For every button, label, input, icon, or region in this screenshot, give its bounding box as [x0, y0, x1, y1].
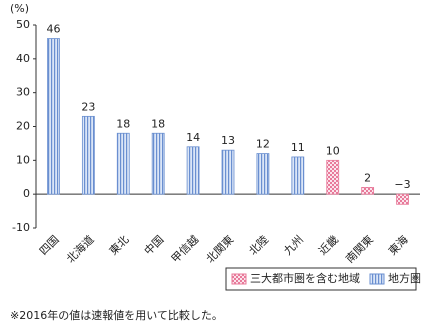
x-tick-label: 東海 [385, 232, 410, 257]
legend-swatch [231, 273, 247, 285]
y-axis-label: (%) [10, 2, 29, 15]
x-tick-label: 九州 [281, 233, 306, 258]
bar [326, 159, 340, 195]
bar [151, 132, 165, 195]
x-tick-label: 甲信越 [168, 232, 201, 265]
y-tick-label: 10 [16, 153, 30, 166]
legend-box [225, 267, 417, 291]
x-tick-label: 近畿 [316, 232, 341, 257]
bar [256, 153, 270, 195]
x-tick-label: 北関東 [204, 233, 237, 266]
bar [221, 149, 235, 195]
bar [396, 193, 409, 205]
x-tick-label: 四国 [37, 233, 62, 258]
x-tick-label: 中国 [142, 233, 167, 258]
bar [81, 115, 95, 195]
value-label: 18 [151, 117, 165, 130]
value-label: 2 [364, 171, 371, 184]
y-tick-label: 30 [16, 86, 30, 99]
x-tick-label: 東北 [107, 233, 132, 258]
y-tick-label: 50 [16, 18, 30, 31]
value-label: −3 [394, 178, 410, 191]
legend-label: 地方圏 [388, 271, 421, 285]
x-tick-label: 南関東 [343, 233, 376, 266]
legend-swatch [369, 273, 385, 285]
footnote: ※2016年の値は速報値を用いて比較した。 [10, 308, 223, 322]
bar [116, 132, 130, 195]
value-label: 14 [186, 131, 200, 144]
value-label: 18 [116, 117, 130, 130]
value-label: 12 [256, 138, 270, 151]
bar [361, 186, 375, 195]
x-tick-label: 北海道 [63, 232, 96, 265]
value-label: 10 [326, 144, 340, 157]
value-label: 11 [291, 141, 305, 154]
value-label: 23 [81, 100, 95, 113]
bar [186, 146, 200, 195]
bar [47, 38, 60, 195]
bar [291, 156, 305, 195]
value-label: 46 [46, 23, 60, 36]
y-tick-label: -10 [12, 221, 30, 234]
x-tick-label: 北陸 [246, 233, 271, 258]
y-tick-label: 20 [16, 120, 30, 133]
y-tick-label: 0 [23, 187, 30, 200]
value-label: 13 [221, 134, 235, 147]
legend-label: 三大都市圏を含む地域 [250, 271, 360, 285]
y-tick-label: 40 [16, 52, 30, 65]
